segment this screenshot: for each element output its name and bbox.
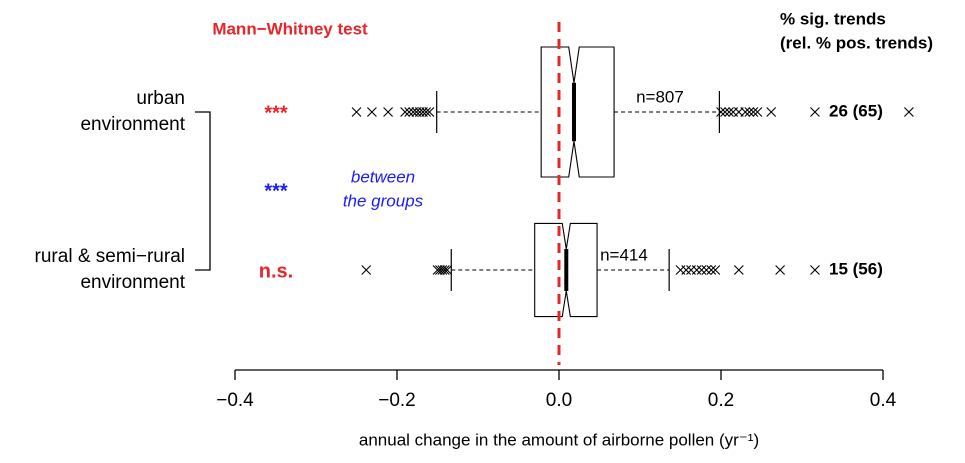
- outlier: [367, 107, 377, 117]
- outlier: [681, 265, 692, 275]
- outlier: [435, 265, 445, 275]
- outlier: [766, 107, 777, 117]
- outlier: [748, 107, 759, 117]
- between-sig: ***: [264, 180, 288, 202]
- outlier: [439, 265, 450, 275]
- between-text: between: [351, 167, 415, 186]
- outlier: [904, 107, 914, 117]
- outlier: [724, 107, 734, 117]
- category-label: urban: [136, 88, 185, 109]
- outlier: [775, 265, 786, 275]
- category-label: environment: [80, 114, 185, 135]
- outlier: [437, 265, 448, 275]
- outlier: [351, 107, 362, 117]
- outlier: [716, 107, 726, 117]
- outlier: [752, 107, 763, 117]
- outlier: [691, 265, 702, 275]
- outlier: [733, 265, 744, 275]
- outlier: [810, 107, 820, 117]
- right-header: % sig. trends: [780, 9, 886, 28]
- box: [540, 46, 615, 178]
- category-label: environment: [80, 272, 185, 293]
- trend-label: 26 (65): [829, 101, 883, 120]
- outlier: [383, 107, 393, 117]
- outlier: [710, 265, 721, 275]
- sig-label: n.s.: [259, 260, 293, 282]
- x-axis-label: annual change in the amount of airborne …: [359, 430, 759, 449]
- outlier: [442, 265, 453, 275]
- outlier: [810, 265, 820, 275]
- outlier: [421, 107, 432, 117]
- sig-label: ***: [264, 102, 288, 124]
- n-label: n=807: [636, 87, 684, 106]
- outlier: [740, 107, 751, 117]
- outlier: [696, 265, 707, 275]
- x-tick-label: −0.4: [216, 390, 254, 411]
- outlier: [744, 107, 755, 117]
- x-tick-label: −0.2: [378, 390, 416, 411]
- outlier: [400, 107, 410, 117]
- outlier: [432, 265, 443, 275]
- chart-title: Mann−Whitney test: [212, 19, 368, 38]
- n-label: n=414: [600, 245, 648, 264]
- between-text: the groups: [343, 191, 424, 210]
- x-tick-label: 0.4: [870, 390, 897, 411]
- group-bracket: [195, 111, 211, 271]
- outlier: [706, 265, 717, 275]
- x-tick-label: 0.2: [708, 390, 734, 411]
- x-tick-label: 0.0: [546, 390, 572, 411]
- outlier: [701, 265, 712, 275]
- outlier: [424, 107, 435, 117]
- trend-label: 15 (56): [829, 259, 883, 278]
- right-header: (rel. % pos. trends): [780, 33, 933, 52]
- outlier: [361, 265, 372, 275]
- category-label: rural & semi−rural: [35, 246, 185, 267]
- outlier: [404, 107, 415, 117]
- outlier: [720, 107, 730, 117]
